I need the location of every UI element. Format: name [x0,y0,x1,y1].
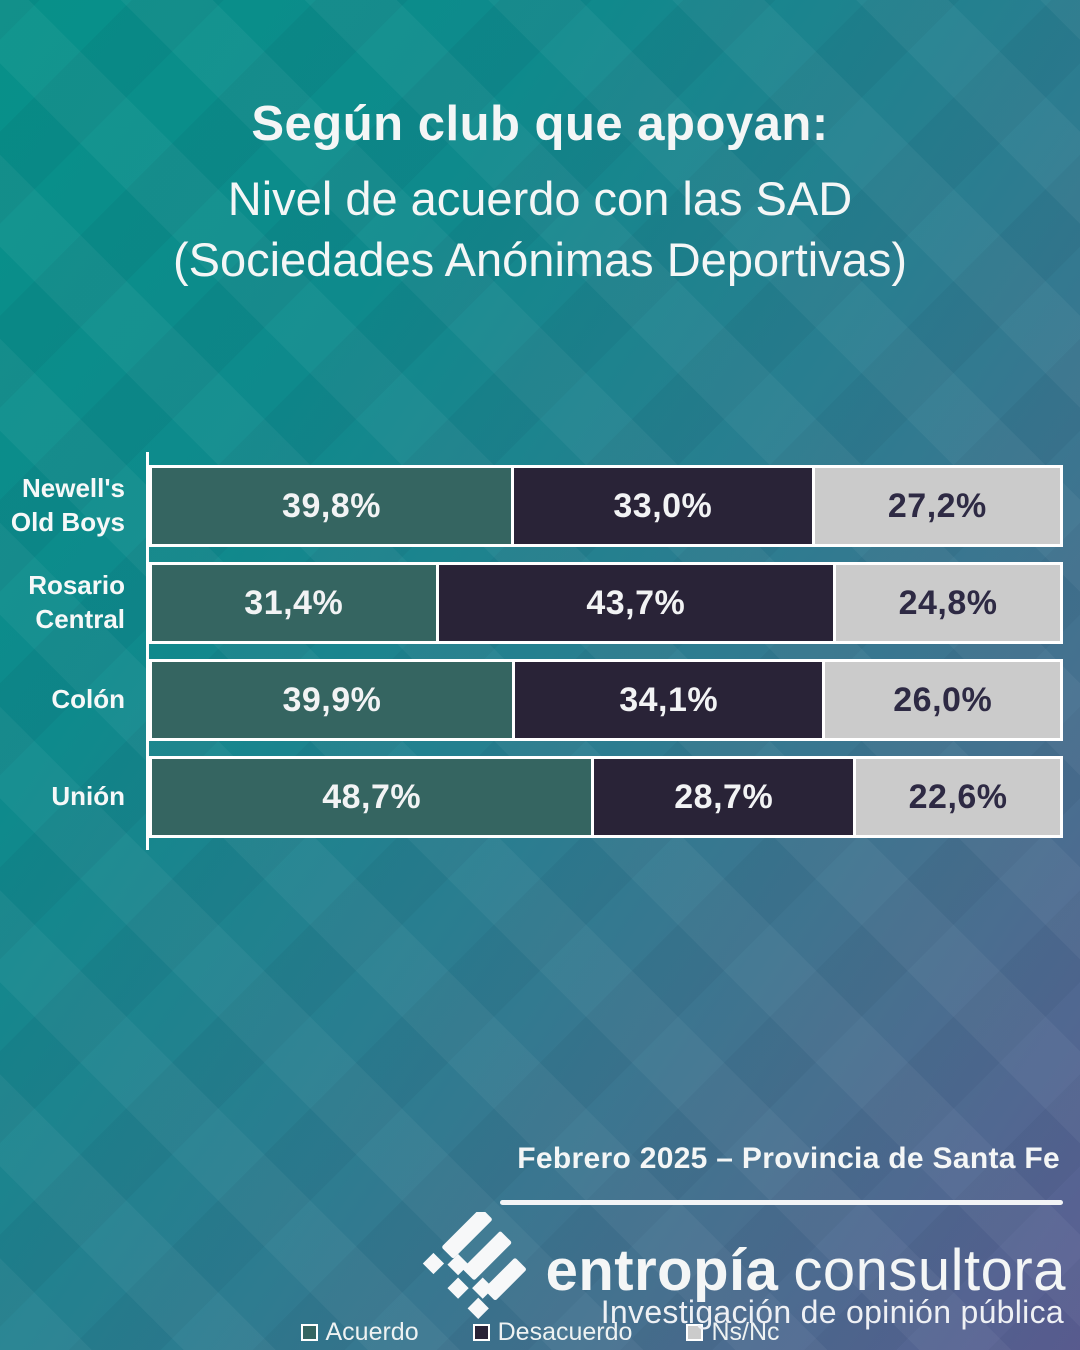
brand-wordmark: entropía consultora [546,1237,1066,1304]
bar-segment-ns-nc: 22,6% [853,759,1061,835]
segment-value-label: 22,6% [908,777,1008,816]
bar-segment-desacuerdo: 28,7% [591,759,854,835]
bar-segment-acuerdo: 48,7% [152,759,592,835]
segment-value-label: 31,4% [244,583,344,622]
title-line-3: (Sociedades Anónimas Deportivas) [172,233,908,287]
category-label-col-n: Colón [51,684,125,715]
entropia-diamonds-icon [420,1208,532,1329]
bar-segment-desacuerdo: 33,0% [511,468,812,544]
brand-name-bold: entropía [545,1238,779,1303]
legend-label: Acuerdo [325,1318,419,1346]
chart-rows: Newell's Old Boys 39,8% 33,0% 27,2% Rosario Ce… [11,452,1063,850]
segment-value-label: 24,8% [898,583,998,622]
brand-tagline: Investigación de opinión pública [600,1294,1064,1330]
bar-segment-acuerdo: 31,4% [152,565,436,641]
stacked-bar: 31,4% 43,7% 24,8% [149,562,1063,644]
legend-item-ns-nc: Ns/Nc [686,1318,780,1347]
legend-label: Desacuerdo [497,1318,633,1346]
bar-segment-ns-nc: 27,2% [811,468,1060,544]
bar-segment-acuerdo: 39,8% [152,468,511,544]
title-block: Según club que apoyan: Nivel de acuerdo … [0,96,1080,290]
stacked-bar: 39,8% 33,0% 27,2% [149,465,1063,547]
brand-row: entropía consultora [420,1208,1066,1329]
bar-segment-acuerdo: 39,9% [152,662,512,738]
bar-row: Colón 39,9% 34,1% 26,0% [51,659,1063,741]
segment-value-label: 34,1% [619,680,719,719]
category-label-newell-s-old-boys: Newell's Old Boys [10,473,125,537]
footer-divider [500,1200,1063,1205]
category-label-rosario-central: Rosario Central [28,570,125,634]
bar-row: Newell's Old Boys 39,8% 33,0% 27,2% [11,465,1063,547]
stacked-bar: 39,9% 34,1% 26,0% [149,659,1063,741]
segment-value-label: 33,0% [613,486,713,525]
legend-swatch-icon [686,1324,704,1341]
segment-value-label: 39,8% [282,486,381,525]
category-label-uni-n: Unión [51,781,125,812]
legend-label: Ns/Nc [711,1318,780,1346]
survey-date-location: Febrero 2025 – Provincia de Santa Fe [517,1142,1060,1175]
segment-value-label: 43,7% [586,583,686,622]
legend-swatch-icon [300,1324,318,1341]
segment-value-label: 27,2% [887,486,987,525]
bar-segment-ns-nc: 26,0% [822,662,1060,738]
segment-value-label: 39,9% [282,680,382,719]
segment-value-label: 28,7% [674,777,774,816]
legend-item-acuerdo: Acuerdo [300,1318,419,1347]
bar-segment-desacuerdo: 34,1% [511,662,823,738]
title-line-2: Nivel de acuerdo con las SAD [227,172,853,225]
brand-name-light: consultora [793,1238,1066,1303]
stacked-bar: 48,7% 28,7% 22,6% [149,756,1063,838]
legend-item-desacuerdo: Desacuerdo [472,1318,633,1347]
legend-swatch-icon [472,1324,490,1341]
title-line-1: Según club que apoyan: [251,97,829,151]
bar-segment-ns-nc: 24,8% [833,565,1060,641]
bar-row: Unión 48,7% 28,7% 22,6% [51,756,1063,838]
stacked-bar-chart: Newell's Old Boys 39,8% 33,0% 27,2% Rosario Ce… [0,452,1080,1346]
bar-segment-desacuerdo: 43,7% [435,565,834,641]
segment-value-label: 48,7% [322,777,422,816]
chart-legend: Acuerdo Desacuerdo Ns/Nc [0,1318,1080,1347]
segment-value-label: 26,0% [893,680,993,719]
bar-row: Rosario Central 31,4% 43,7% 24,8% [28,562,1063,644]
